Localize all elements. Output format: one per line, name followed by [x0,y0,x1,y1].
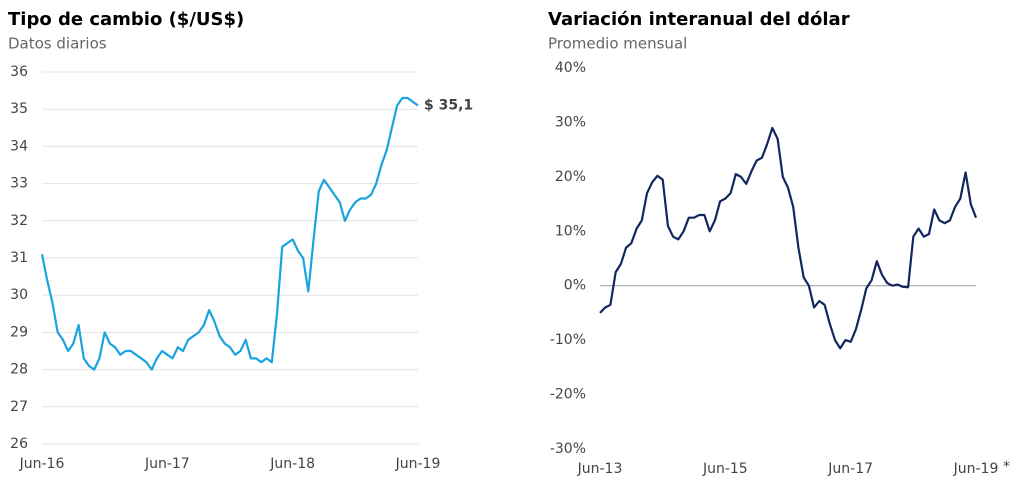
y-tick-label: 31 [10,250,28,266]
footnote-mark: * [1003,459,1010,475]
data-line [40,96,419,371]
y-tick-label: 20% [555,169,586,185]
x-tick-label: Jun-16 [19,456,65,472]
data-line [599,126,978,350]
y-tick-label: -30% [550,441,586,457]
chart-subtitle: Promedio mensual [548,35,687,53]
x-tick-label: Jun-17 [827,461,873,477]
end-label: $ 35,1 [424,97,473,113]
y-tick-label: 33 [10,176,28,192]
x-tick-label: Jun-15 [702,461,748,477]
chart-subtitle: Datos diarios [8,35,107,53]
x-tick-label: Jun-19 [953,461,999,477]
y-tick-label: 27 [10,399,28,415]
x-tick-label: Jun-19 [395,456,441,472]
chart-title: Tipo de cambio ($/US$) [8,9,244,30]
y-tick-label: 32 [10,213,28,229]
y-tick-label: 29 [10,324,28,340]
y-tick-label: 40% [555,60,586,76]
x-tick-label: Jun-18 [269,456,315,472]
y-tick-label: 30 [10,287,28,303]
y-tick-label: 10% [555,223,586,239]
y-tick-label: -10% [550,332,586,348]
x-tick-label: Jun-17 [144,456,190,472]
y-tick-label: 34 [10,138,28,154]
chart-title: Variación interanual del dólar [548,9,850,30]
x-tick-label: Jun-13 [577,461,623,477]
y-tick-label: 36 [10,64,28,80]
y-tick-label: -20% [550,387,586,403]
y-tick-label: 30% [555,114,586,130]
y-tick-label: 0% [564,278,586,294]
y-tick-label: 26 [10,436,28,452]
y-tick-label: 35 [10,101,28,117]
y-tick-label: 28 [10,362,28,378]
